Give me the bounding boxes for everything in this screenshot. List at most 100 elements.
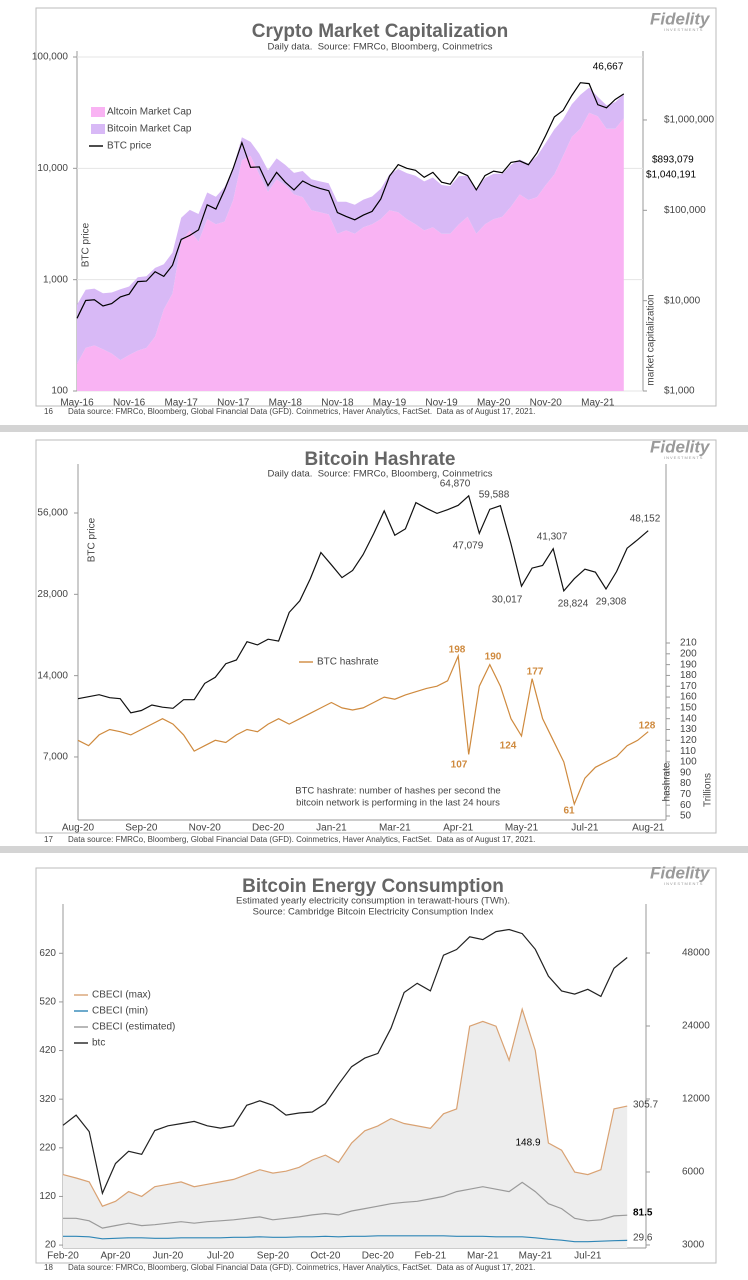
x-tick-label: Nov-18 (321, 398, 354, 409)
x-tick-label: Jan-21 (316, 823, 347, 834)
y-axis-label: BTC price (87, 517, 98, 562)
chart-title: Bitcoin Hashrate (305, 449, 456, 470)
page-number: 16 (44, 407, 53, 416)
annotation: 48,152 (630, 514, 661, 525)
page-number: 18 (44, 1263, 53, 1272)
chart-subtitle: Source: Cambridge Bitcoin Electricity Co… (253, 907, 494, 918)
y2-tick-label: 90 (680, 767, 692, 778)
y2-tick-label: 180 (680, 670, 697, 681)
logo-sub: INVESTMENTS (664, 27, 703, 32)
y-tick-label: 620 (39, 948, 56, 959)
y-tick-label: 320 (39, 1094, 56, 1105)
x-tick-label: May-21 (505, 823, 539, 834)
panel (0, 432, 748, 846)
y2-axis-label: hashrate (662, 762, 673, 801)
annotation: 41,307 (537, 532, 568, 543)
x-tick-label: Dec-20 (252, 823, 285, 834)
y2-tick-label: 100 (680, 757, 697, 768)
legend-label: Altcoin Market Cap (107, 107, 192, 118)
line (63, 1235, 628, 1243)
x-tick-label: Jul-21 (574, 1251, 602, 1262)
y-axis-label: BTC price (81, 222, 92, 267)
annotation: 305.7 (633, 1100, 658, 1111)
annotation: 59,588 (479, 490, 510, 501)
x-tick-label: Jul-21 (571, 823, 599, 834)
logo-sub: INVESTMENTS (664, 455, 703, 460)
x-tick-label: Sep-20 (125, 823, 158, 834)
y2-tick-label: 150 (680, 703, 697, 714)
x-tick-label: May-20 (477, 398, 511, 409)
chart-subtitle: Estimated yearly electricity consumption… (236, 896, 510, 907)
y2-tick-label: 200 (680, 648, 697, 659)
x-tick-label: Sep-20 (257, 1251, 290, 1262)
y2-tick-label: 50 (680, 811, 692, 822)
legend-label: BTC price (107, 141, 152, 152)
annotation: 28,824 (558, 599, 589, 610)
annotation: 64,870 (440, 479, 471, 490)
legend-label: Bitcoin Market Cap (107, 124, 192, 135)
x-tick-label: May-17 (164, 398, 198, 409)
y2-tick-label: 48000 (682, 948, 710, 959)
y-tick-label: 100,000 (32, 52, 69, 63)
line (76, 82, 625, 319)
y2-tick-label: $1,000 (664, 386, 695, 397)
x-tick-label: Nov-17 (217, 398, 250, 409)
x-tick-label: Jun-20 (153, 1251, 184, 1262)
chart-title: Bitcoin Energy Consumption (242, 876, 504, 897)
y2-tick-label: 12000 (682, 1094, 710, 1105)
legend-label: CBECI (max) (92, 990, 151, 1001)
y-tick-label: 1,000 (43, 274, 68, 285)
line (62, 1007, 628, 1207)
y2-tick-label: $10,000 (664, 295, 701, 306)
source-note: Data source: FMRCo, Bloomberg, Global Fi… (68, 407, 535, 416)
y2-tick-label: 24000 (682, 1021, 710, 1032)
chart-subtitle: Daily data. Source: FMRCo, Bloomberg, Co… (268, 42, 493, 53)
annotation: 107 (451, 760, 468, 771)
chart-frame (35, 867, 717, 1264)
y-tick-label: 56,000 (37, 508, 68, 519)
x-tick-label: Mar-21 (467, 1251, 499, 1262)
x-tick-label: Feb-21 (415, 1251, 447, 1262)
annotation: 148.9 (515, 1138, 540, 1149)
chart-frame (35, 7, 717, 407)
chart-subtitle: Daily data. Source: FMRCo, Bloomberg, Co… (268, 469, 493, 480)
logo: Fidelity (650, 9, 711, 28)
legend-swatch (91, 124, 105, 134)
logo: Fidelity (650, 863, 711, 882)
note: BTC hashrate: number of hashes per secon… (295, 786, 500, 797)
y2-tick-label: 120 (680, 735, 697, 746)
y-tick-label: 420 (39, 1045, 56, 1056)
y-tick-label: 120 (39, 1191, 56, 1202)
legend-label: btc (92, 1038, 105, 1049)
line (77, 494, 649, 714)
y2-tick-label: 3000 (682, 1240, 705, 1251)
logo-sub: INVESTMENTS (664, 881, 703, 886)
legend-label: CBECI (min) (92, 1006, 148, 1017)
y2-tick-label: 170 (680, 681, 697, 692)
y2-tick-label: $100,000 (664, 205, 706, 216)
annotation: 81.5 (633, 1208, 653, 1219)
annotation: 47,079 (453, 541, 484, 552)
x-tick-label: Aug-21 (632, 823, 665, 834)
annotation: $1,040,191 (646, 170, 696, 181)
y2-tick-label: 210 (680, 638, 697, 649)
x-tick-label: May-21 (519, 1251, 553, 1262)
legend-label: CBECI (estimated) (92, 1022, 175, 1033)
annotation: 190 (485, 652, 502, 663)
x-tick-label: May-16 (60, 398, 94, 409)
annotation: 198 (449, 645, 466, 656)
page-number: 17 (44, 835, 53, 844)
y2-tick-label: 80 (680, 778, 692, 789)
x-tick-label: Oct-20 (310, 1251, 340, 1262)
line (63, 1181, 628, 1229)
y2-axis-label: Trillions (703, 773, 714, 807)
annotation: 30,017 (492, 595, 523, 606)
y2-tick-label: 190 (680, 659, 697, 670)
y-tick-label: 7,000 (43, 752, 68, 763)
annotation: 128 (639, 721, 656, 732)
line (62, 928, 628, 1196)
source-note: Data source: FMRCo, Bloomberg, Global Fi… (68, 835, 535, 844)
y-tick-label: 10,000 (37, 163, 68, 174)
annotation: 29.6 (633, 1233, 653, 1244)
